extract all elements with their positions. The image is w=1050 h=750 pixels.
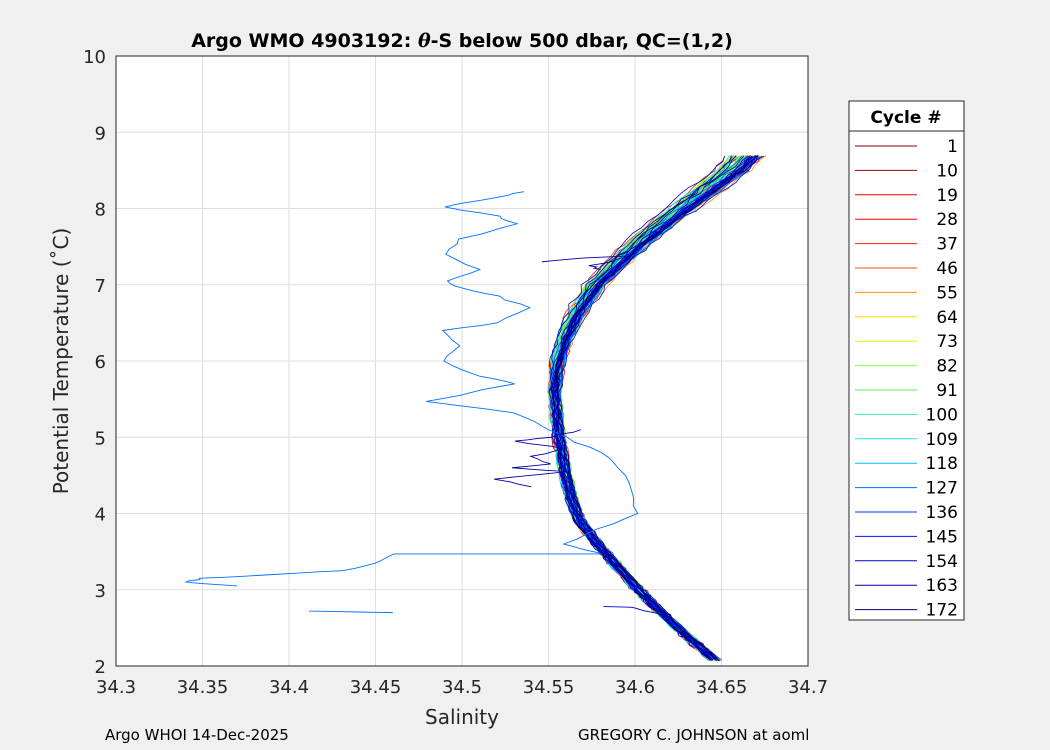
y-tick-label: 6 — [95, 352, 106, 373]
x-axis-label: Salinity — [425, 705, 499, 729]
chart-title: Argo WMO 4903192: θ-S below 500 dbar, QC… — [191, 30, 733, 52]
profile-line — [551, 155, 757, 661]
outlier-profile-line — [541, 255, 632, 270]
x-tick-label: 34.65 — [696, 677, 748, 698]
legend-entry-label: 55 — [936, 283, 958, 303]
profile-line — [556, 154, 759, 660]
legend-entry-label: 28 — [936, 210, 958, 230]
legend-entry-label: 136 — [926, 503, 958, 523]
y-tick-label: 5 — [95, 428, 106, 449]
profile-line — [557, 155, 765, 661]
x-tick-label: 34.35 — [177, 677, 229, 698]
legend-entry-label: 109 — [926, 430, 958, 450]
legend-entry-label: 100 — [926, 405, 958, 425]
outlier-profile-line — [426, 191, 639, 554]
legend-entry-label: 127 — [926, 479, 958, 499]
footer-right: GREGORY C. JOHNSON at aoml — [578, 726, 810, 744]
y-axis-label: Potential Temperature (˚C) — [49, 228, 73, 495]
x-tick-label: 34.5 — [442, 677, 482, 698]
plot-frame — [115, 55, 809, 667]
footer-left: Argo WHOI 14-Dec-2025 — [105, 726, 289, 744]
x-tick-label: 34.4 — [269, 677, 309, 698]
x-tick-label: 34.6 — [615, 677, 655, 698]
legend-entry-label: 10 — [936, 161, 958, 181]
legend-entry-label: 1 — [947, 137, 958, 157]
legend-entry-label: 145 — [926, 527, 958, 547]
y-tick-label: 10 — [83, 47, 106, 68]
x-tick-label: 34.45 — [350, 677, 402, 698]
x-tick-label: 34.3 — [96, 677, 136, 698]
legend-entry-label: 91 — [936, 381, 958, 401]
profile-line — [552, 155, 757, 661]
legend-entry-label: 163 — [926, 576, 958, 596]
x-tick-label: 34.7 — [788, 677, 828, 698]
profile-line — [556, 155, 737, 661]
legend-entry-label: 118 — [926, 454, 958, 474]
y-tick-label: 3 — [95, 581, 106, 602]
x-tick-label: 34.55 — [523, 677, 575, 698]
legend-entry-label: 19 — [936, 186, 958, 206]
outlier-profile-line — [603, 606, 670, 618]
profile-line — [554, 156, 732, 661]
legend-entry-label: 64 — [936, 308, 958, 328]
y-tick-label: 7 — [95, 276, 106, 297]
legend-entry-label: 172 — [926, 601, 958, 621]
legend-title: Cycle # — [870, 108, 941, 128]
y-tick-label: 4 — [95, 505, 106, 526]
outlier-profile-line — [494, 429, 582, 488]
y-tick-label: 8 — [95, 200, 106, 221]
outlier-profile-line — [184, 553, 603, 587]
legend-entry-label: 46 — [936, 259, 958, 279]
legend: Cycle # 1 10 19 28 37 46 55 64 73 82 91 100 109 118 12… — [848, 100, 965, 621]
y-tick-label: 2 — [95, 657, 106, 678]
legend-entry-label: 82 — [936, 357, 958, 377]
legend-entry-label: 73 — [936, 332, 958, 352]
legend-entry-label: 154 — [926, 552, 958, 572]
outlier-profile-line — [308, 610, 393, 614]
y-tick-label: 9 — [95, 123, 106, 144]
legend-entry-label: 37 — [936, 235, 958, 255]
